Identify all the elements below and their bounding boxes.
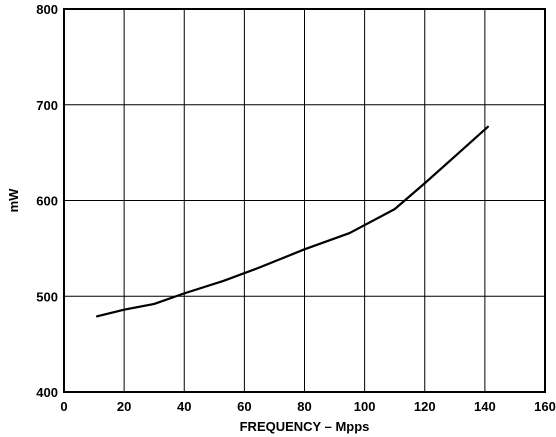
y-tick-label: 500 (36, 289, 58, 304)
y-axis-label: mW (6, 188, 21, 213)
series-group (95, 125, 489, 318)
x-tick-label: 160 (534, 399, 556, 414)
x-tick-label: 120 (414, 399, 436, 414)
x-tick-labels: 0 20 40 60 80 100 120 140 160 (60, 399, 555, 414)
grid-lines (64, 9, 545, 392)
y-tick-labels: 400 500 600 700 800 (36, 2, 58, 400)
series-line (95, 125, 489, 318)
y-tick-label: 400 (36, 385, 58, 400)
y-tick-label: 600 (36, 194, 58, 209)
x-tick-label: 80 (297, 399, 311, 414)
x-tick-label: 40 (177, 399, 191, 414)
x-tick-label: 140 (474, 399, 496, 414)
x-tick-label: 60 (237, 399, 251, 414)
plot-frame (63, 8, 546, 393)
x-tick-label: 100 (354, 399, 376, 414)
plot-border (63, 8, 546, 393)
x-axis-label: FREQUENCY – Mpps (240, 419, 370, 434)
x-tick-label: 20 (117, 399, 131, 414)
y-tick-label: 800 (36, 2, 58, 17)
y-tick-label: 700 (36, 98, 58, 113)
x-tick-label: 0 (60, 399, 67, 414)
